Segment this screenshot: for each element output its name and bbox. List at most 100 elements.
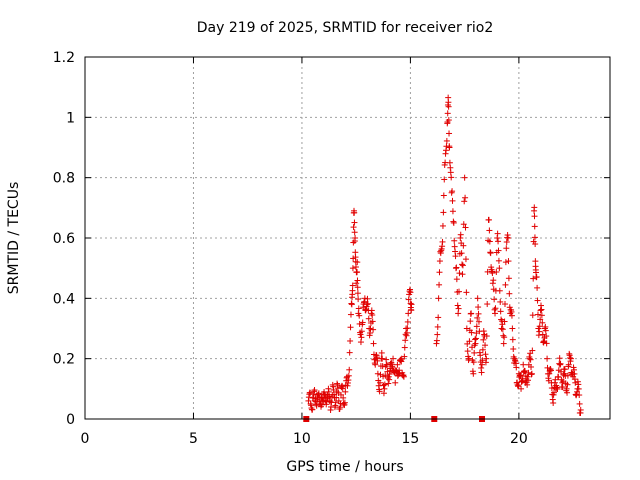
data-point bbox=[348, 301, 355, 308]
data-point bbox=[499, 326, 506, 333]
data-point bbox=[501, 334, 508, 341]
data-point bbox=[460, 221, 467, 228]
data-point bbox=[377, 379, 384, 386]
data-point bbox=[372, 361, 379, 368]
data-point bbox=[453, 276, 460, 283]
data-point bbox=[492, 305, 499, 312]
data-point bbox=[510, 346, 517, 353]
data-point bbox=[446, 130, 453, 137]
data-point bbox=[367, 325, 374, 332]
data-point bbox=[531, 223, 538, 230]
data-point bbox=[565, 361, 572, 368]
x-tick-label: 15 bbox=[401, 431, 419, 447]
y-tick-label: 0.4 bbox=[53, 291, 75, 307]
data-point bbox=[498, 325, 505, 332]
data-point bbox=[495, 257, 502, 264]
data-point bbox=[497, 298, 504, 305]
data-point bbox=[381, 381, 388, 388]
data-point bbox=[532, 258, 539, 265]
data-point bbox=[576, 400, 583, 407]
data-point bbox=[536, 323, 543, 330]
data-point bbox=[539, 331, 546, 338]
data-point bbox=[505, 275, 512, 282]
data-point bbox=[468, 310, 475, 317]
data-point bbox=[556, 355, 563, 362]
data-point bbox=[407, 289, 414, 296]
data-point bbox=[435, 314, 442, 321]
data-point bbox=[307, 389, 314, 396]
data-point bbox=[526, 355, 533, 362]
data-point bbox=[400, 373, 407, 380]
data-point bbox=[369, 312, 376, 319]
data-point bbox=[478, 369, 485, 376]
data-point bbox=[471, 349, 478, 356]
x-tick-label: 20 bbox=[510, 431, 528, 447]
data-point bbox=[351, 219, 358, 226]
data-point bbox=[389, 364, 396, 371]
data-point bbox=[489, 270, 496, 277]
data-point bbox=[326, 393, 333, 400]
data-point bbox=[441, 176, 448, 183]
data-point bbox=[505, 235, 512, 241]
data-point bbox=[575, 385, 582, 392]
data-point bbox=[502, 259, 509, 266]
data-point bbox=[315, 390, 322, 397]
data-point bbox=[547, 367, 554, 374]
data-point bbox=[350, 224, 357, 231]
data-point bbox=[462, 224, 469, 231]
data-point bbox=[466, 338, 473, 345]
data-point bbox=[311, 387, 318, 394]
data-point bbox=[472, 335, 479, 342]
data-point bbox=[462, 256, 469, 263]
data-point bbox=[500, 340, 507, 347]
data-point bbox=[468, 329, 475, 336]
data-point bbox=[475, 310, 482, 317]
data-point bbox=[500, 332, 507, 339]
data-point bbox=[459, 271, 466, 278]
data-point bbox=[455, 305, 462, 312]
data-point bbox=[525, 369, 532, 376]
data-point bbox=[449, 208, 456, 215]
data-point bbox=[477, 352, 484, 359]
data-point bbox=[533, 273, 540, 280]
data-point bbox=[484, 301, 491, 308]
data-point bbox=[451, 237, 458, 244]
data-point bbox=[358, 328, 365, 335]
data-point bbox=[445, 103, 452, 110]
data-point bbox=[436, 269, 443, 276]
data-point bbox=[358, 334, 365, 341]
data-point bbox=[506, 290, 513, 297]
x-axis-label: GPS time / hours bbox=[286, 459, 403, 475]
data-point bbox=[496, 287, 503, 294]
data-point bbox=[390, 355, 397, 362]
data-point bbox=[505, 258, 512, 265]
data-point bbox=[445, 117, 452, 124]
data-point bbox=[530, 275, 537, 282]
data-point bbox=[493, 268, 500, 275]
data-point bbox=[501, 318, 508, 325]
data-point bbox=[444, 110, 451, 117]
data-point bbox=[531, 204, 538, 211]
data-point bbox=[479, 346, 486, 353]
data-point bbox=[550, 400, 557, 407]
data-point bbox=[346, 366, 353, 373]
data-point bbox=[380, 382, 387, 389]
data-point bbox=[405, 310, 412, 317]
data-point bbox=[449, 197, 456, 204]
data-point bbox=[461, 174, 468, 181]
data-point bbox=[557, 368, 564, 375]
data-point bbox=[446, 144, 453, 151]
data-point bbox=[473, 330, 480, 337]
data-point bbox=[383, 356, 390, 363]
data-point bbox=[536, 328, 543, 335]
data-point bbox=[459, 262, 466, 269]
data-point bbox=[534, 297, 541, 304]
data-point bbox=[456, 270, 463, 277]
data-point bbox=[457, 231, 464, 238]
data-point bbox=[528, 363, 535, 370]
data-point bbox=[386, 371, 393, 378]
data-point bbox=[327, 397, 334, 404]
y-tick-label: 1 bbox=[66, 110, 75, 126]
data-point bbox=[379, 363, 386, 370]
data-point bbox=[531, 213, 538, 220]
